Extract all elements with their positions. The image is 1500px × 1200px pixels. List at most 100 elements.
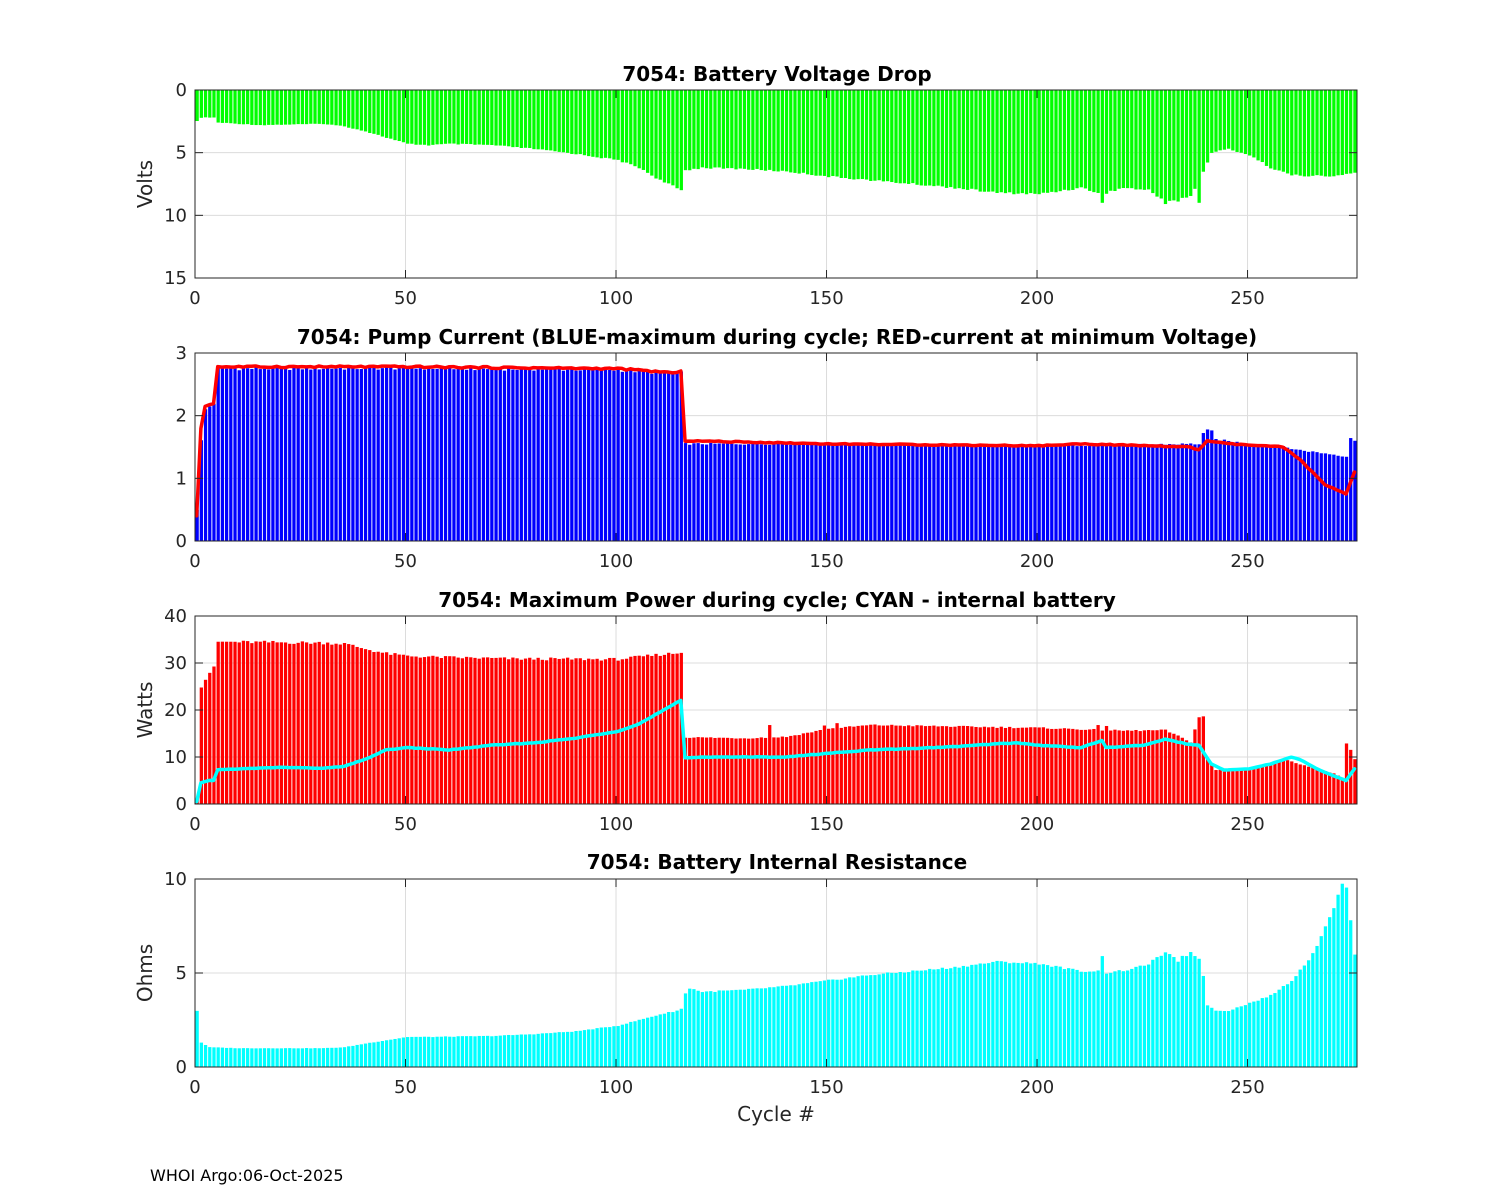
bar xyxy=(507,1034,511,1067)
bar xyxy=(595,368,599,541)
x-tick-label: 50 xyxy=(394,288,417,309)
bar xyxy=(675,90,679,189)
bar xyxy=(1353,440,1357,541)
bar xyxy=(393,1038,397,1067)
bar xyxy=(502,1035,507,1067)
bar xyxy=(961,725,966,804)
bar xyxy=(1033,962,1037,1067)
bar xyxy=(540,659,545,804)
bar xyxy=(1184,443,1189,541)
bar xyxy=(300,1048,305,1067)
bar xyxy=(384,652,389,804)
bar xyxy=(431,655,435,804)
bar xyxy=(970,726,974,804)
x-tick-label: 50 xyxy=(394,1077,417,1098)
bar xyxy=(1155,444,1159,541)
bar xyxy=(1197,444,1201,541)
bar xyxy=(481,1035,486,1067)
bar xyxy=(860,975,864,1067)
bar xyxy=(1159,729,1163,804)
bar xyxy=(654,1015,658,1067)
bar xyxy=(721,737,726,804)
bar xyxy=(848,90,852,180)
bar xyxy=(1311,90,1315,176)
bar xyxy=(578,1030,582,1067)
y-tick-label: 5 xyxy=(176,143,187,164)
bar xyxy=(603,1027,608,1067)
bar xyxy=(1226,769,1231,804)
bar xyxy=(982,445,987,541)
bar xyxy=(949,726,953,804)
x-tick-label: 50 xyxy=(394,814,417,835)
bar xyxy=(241,368,246,541)
bar xyxy=(1075,446,1079,541)
bar xyxy=(561,370,566,541)
bar xyxy=(1302,765,1307,804)
bar xyxy=(1016,962,1020,1067)
bar xyxy=(1100,444,1104,541)
bar xyxy=(1281,446,1285,541)
bar xyxy=(1319,769,1323,804)
bar xyxy=(1142,730,1147,804)
bar xyxy=(372,652,376,804)
bar xyxy=(1020,963,1024,1067)
bar xyxy=(822,725,827,804)
bar xyxy=(713,991,717,1067)
bar xyxy=(982,963,987,1067)
bar xyxy=(1239,90,1243,153)
bar xyxy=(1151,444,1155,541)
bar xyxy=(877,974,881,1067)
bar xyxy=(624,658,629,804)
bar xyxy=(262,1048,267,1067)
bar xyxy=(877,90,881,181)
bar xyxy=(1083,90,1088,189)
bar xyxy=(637,370,641,541)
bar xyxy=(1210,430,1214,541)
bar xyxy=(1172,90,1176,201)
bar xyxy=(410,368,414,541)
bar xyxy=(755,90,759,169)
bar xyxy=(1067,728,1071,804)
bar xyxy=(199,687,203,804)
bar xyxy=(422,657,427,804)
bar xyxy=(313,642,317,804)
bar xyxy=(1264,90,1269,166)
bar xyxy=(288,90,292,125)
bar xyxy=(923,726,928,804)
x-tick-label: 150 xyxy=(809,814,843,835)
bar xyxy=(776,443,780,541)
y-tick-label: 20 xyxy=(164,700,187,721)
bar xyxy=(675,653,679,804)
bar xyxy=(355,90,359,130)
bar xyxy=(528,1034,532,1067)
bar xyxy=(519,90,523,148)
bar xyxy=(1130,730,1134,804)
bar xyxy=(582,1030,587,1067)
bar xyxy=(587,369,591,541)
bar xyxy=(498,657,502,804)
bar xyxy=(1323,453,1328,541)
y-axis-label-watts: Watts xyxy=(133,682,157,739)
bar xyxy=(885,972,890,1067)
bar xyxy=(1184,90,1189,198)
bar xyxy=(810,982,814,1067)
bar xyxy=(220,367,225,541)
bar xyxy=(523,367,528,541)
bar xyxy=(1248,444,1252,541)
bar xyxy=(258,369,262,541)
bar xyxy=(267,369,271,541)
bar xyxy=(624,371,629,541)
bar xyxy=(355,369,359,541)
bar xyxy=(805,732,810,804)
bar xyxy=(241,90,246,125)
bar xyxy=(915,90,919,185)
bar xyxy=(835,979,839,1067)
bar xyxy=(1231,768,1235,804)
bar xyxy=(633,90,637,167)
bar xyxy=(991,444,995,541)
bar xyxy=(401,90,406,143)
bar xyxy=(414,656,418,804)
bar xyxy=(435,368,439,541)
bar xyxy=(599,1027,603,1067)
bar xyxy=(1075,90,1079,189)
